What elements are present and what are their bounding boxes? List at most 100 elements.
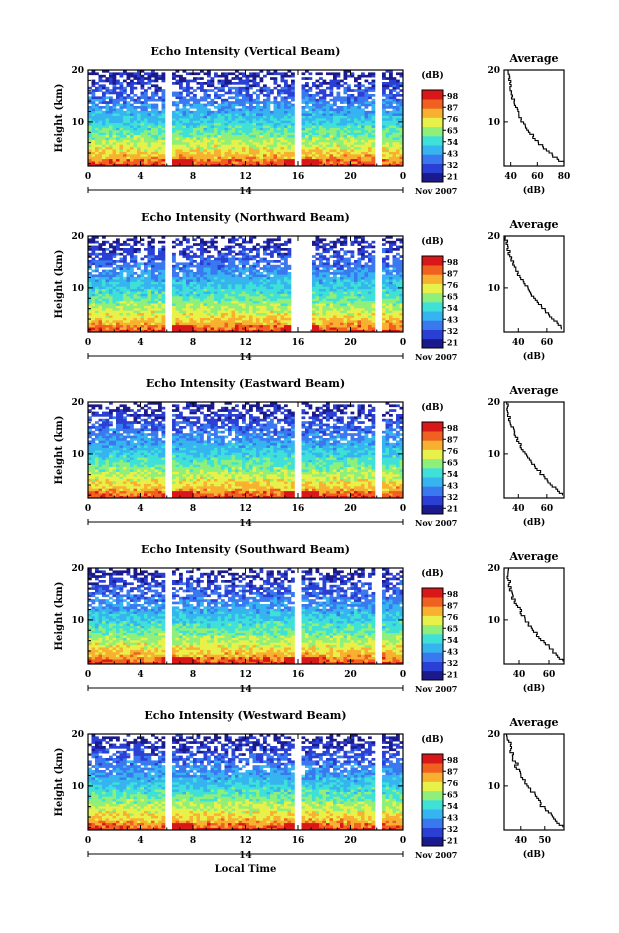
heatmap-cell	[193, 159, 197, 162]
heatmap-cell	[274, 243, 278, 246]
heatmap-cell	[92, 274, 96, 277]
heatmap-cell	[225, 274, 229, 277]
heatmap-cell	[246, 327, 250, 330]
heatmap-cell	[141, 301, 145, 304]
heatmap-cell	[116, 149, 120, 152]
heatmap-cell	[316, 87, 320, 90]
heatmap-cell	[386, 161, 390, 164]
heatmap-cell	[137, 262, 141, 265]
heatmap-cell	[235, 279, 239, 282]
heatmap-cell	[382, 92, 386, 95]
heatmap-cell	[309, 96, 313, 99]
heatmap-cell	[144, 265, 148, 268]
heatmap-cell	[95, 289, 99, 292]
heatmap-cell	[232, 310, 236, 313]
heatmap-cell	[130, 322, 134, 325]
heatmap-cell	[316, 149, 320, 152]
heatmap-cell	[176, 265, 180, 268]
heatmap-cell	[151, 262, 155, 265]
heatmap-cell	[99, 298, 103, 301]
heatmap-cell	[120, 82, 124, 85]
heatmap-cell	[151, 142, 155, 145]
heatmap-cell	[92, 318, 96, 321]
heatmap-cell	[116, 144, 120, 147]
heatmap-cell	[239, 289, 243, 292]
heatmap-cell	[246, 306, 250, 309]
heatmap-cell	[197, 118, 201, 121]
heatmap-cell	[323, 135, 327, 138]
heatmap-cell	[172, 310, 176, 313]
heatmap-cell	[109, 118, 113, 121]
heatmap-cell	[337, 132, 341, 135]
heatmap-cell	[239, 274, 243, 277]
heatmap-cell	[260, 149, 264, 152]
heatmap-cell	[172, 123, 176, 126]
heatmap-cell	[92, 140, 96, 143]
heatmap-cell	[116, 152, 120, 155]
heatmap-cell	[137, 303, 141, 306]
heatmap-cell	[197, 291, 201, 294]
heatmap-cell	[127, 313, 131, 316]
heatmap-cell	[158, 327, 162, 330]
heatmap-cell	[312, 241, 316, 244]
heatmap-cell	[218, 327, 222, 330]
heatmap-cell	[319, 111, 323, 114]
heatmap-cell	[127, 120, 131, 123]
heatmap-cell	[225, 125, 229, 128]
heatmap-cell	[186, 320, 190, 323]
heatmap-cell	[221, 308, 225, 311]
heatmap-cell	[312, 267, 316, 270]
heatmap-cell	[389, 142, 393, 145]
heatmap-cell	[368, 144, 372, 147]
heatmap-cell	[302, 147, 306, 150]
heatmap-cell	[197, 306, 201, 309]
heatmap-cell	[148, 140, 152, 143]
heatmap-cell	[190, 140, 194, 143]
heatmap-cell	[239, 301, 243, 304]
heatmap-cell	[389, 137, 393, 140]
heatmap-cell	[193, 154, 197, 157]
heatmap-cell	[246, 253, 250, 256]
heatmap-cell	[183, 322, 187, 325]
heatmap-cell	[361, 132, 365, 135]
colorbar-swatch	[422, 118, 443, 128]
heatmap-cell	[179, 318, 183, 321]
heatmap-cell	[186, 156, 190, 159]
heatmap-cell	[109, 322, 113, 325]
heatmap-cell	[148, 75, 152, 78]
heatmap-cell	[141, 289, 145, 292]
heatmap-cell	[351, 144, 355, 147]
heatmap-cell	[256, 243, 260, 246]
heatmap-cell	[330, 120, 334, 123]
heatmap-cell	[172, 265, 176, 268]
heatmap-cell	[284, 89, 288, 92]
heatmap-cell	[368, 111, 372, 114]
heatmap-cell	[193, 89, 197, 92]
heatmap-cell	[239, 87, 243, 90]
heatmap-cell	[214, 118, 218, 121]
heatmap-cell	[365, 96, 369, 99]
heatmap-cell	[99, 144, 103, 147]
heatmap-cell	[116, 294, 120, 297]
heatmap-cell	[309, 120, 313, 123]
heatmap-cell	[109, 161, 113, 164]
heatmap-cell	[211, 132, 215, 135]
heatmap-cell	[309, 72, 313, 75]
heatmap-cell	[193, 147, 197, 150]
heatmap-cell	[109, 147, 113, 150]
heatmap-cell	[200, 270, 204, 273]
heatmap-cell	[260, 92, 264, 95]
heatmap-cell	[235, 286, 239, 289]
heatmap-cell	[116, 298, 120, 301]
heatmap-cell	[207, 267, 211, 270]
heatmap-cell	[365, 118, 369, 121]
heatmap-cell	[225, 80, 229, 83]
heatmap-cell	[323, 147, 327, 150]
heatmap-cell	[319, 101, 323, 104]
heatmap-cell	[372, 142, 376, 145]
heatmap-cell	[123, 96, 127, 99]
heatmap-cell	[200, 301, 204, 304]
heatmap-cell	[127, 267, 131, 270]
heatmap-cell	[221, 128, 225, 131]
heatmap-cell	[319, 277, 323, 280]
